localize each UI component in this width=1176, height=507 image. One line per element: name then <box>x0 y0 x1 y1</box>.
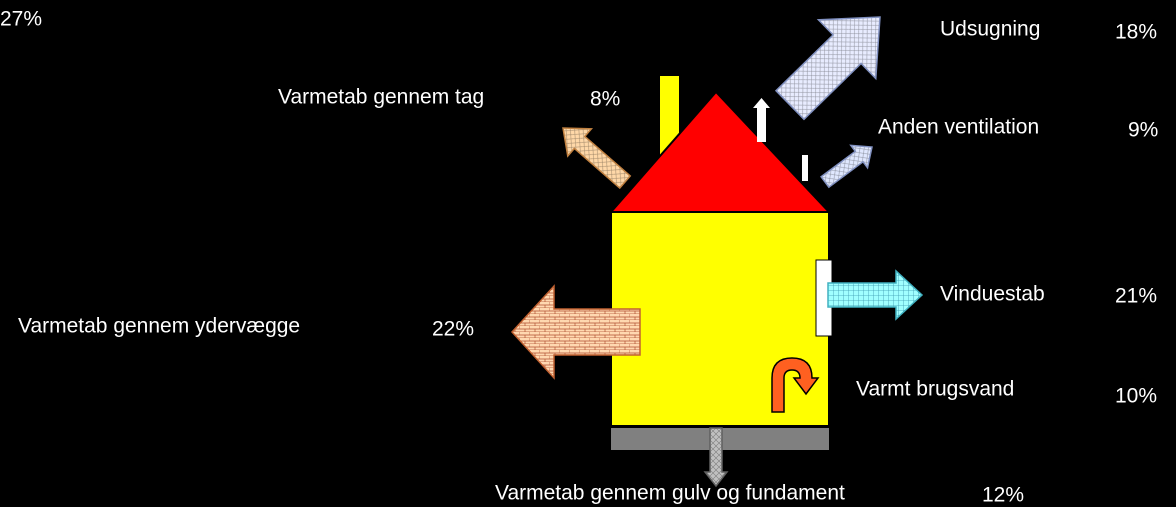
item-percent: 21% <box>1115 285 1157 308</box>
diagram: 27% Udsugning 18% Varmetab gennem tag 8%… <box>0 0 1176 507</box>
page: 27% Udsugning 18% Varmetab gennem tag 8%… <box>0 0 1176 507</box>
item-percent: 12% <box>982 484 1024 507</box>
item-label: Varmetab gennem tag <box>278 86 484 109</box>
item-percent: 8% <box>590 88 620 111</box>
item-percent: 18% <box>1115 21 1157 44</box>
item-percent: 22% <box>432 318 474 341</box>
item-label: Varmt brugsvand <box>856 378 1014 401</box>
item-label: Udsugning <box>940 18 1040 41</box>
corner-label: 27% <box>0 8 42 31</box>
item-label: Vinduestab <box>940 283 1045 306</box>
item-percent: 10% <box>1115 385 1157 408</box>
item-percent: 9% <box>1128 119 1158 142</box>
item-label: Varmetab gennem ydervægge <box>18 315 300 338</box>
item-label: Varmetab gennem gulv og fundament <box>495 482 845 505</box>
vent-pipe <box>802 155 808 181</box>
house-body <box>611 212 829 426</box>
background <box>0 0 1176 507</box>
item-label: Anden ventilation <box>878 116 1039 139</box>
